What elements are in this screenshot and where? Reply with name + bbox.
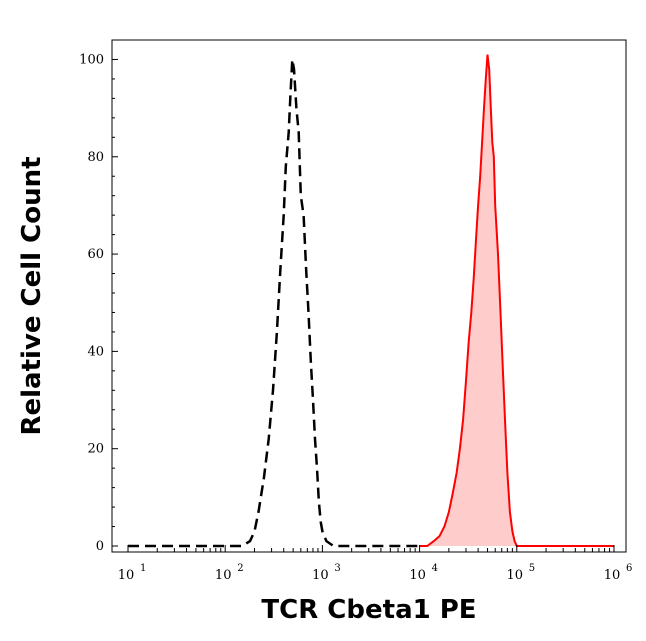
series-group bbox=[128, 54, 614, 548]
x-axis-label: TCR Cbeta1 PE bbox=[261, 595, 476, 625]
x-tick-label: 10 bbox=[507, 568, 524, 583]
y-tick-label: 60 bbox=[87, 247, 104, 262]
y-tick-label: 20 bbox=[87, 442, 104, 457]
x-tick-exponent: 1 bbox=[140, 563, 146, 574]
x-tick-exponent: 3 bbox=[334, 563, 340, 574]
y-axis: 0 20 40 60 80 100 bbox=[79, 52, 118, 554]
x-tick-label: 10 bbox=[312, 568, 329, 583]
series-1-line bbox=[419, 54, 614, 547]
y-axis-label: Relative Cell Count bbox=[17, 156, 47, 435]
x-tick-label: 10 bbox=[215, 568, 232, 583]
x-tick-label: 10 bbox=[118, 568, 135, 583]
x-tick-exponent: 2 bbox=[237, 563, 243, 574]
x-tick-exponent: 4 bbox=[432, 563, 438, 574]
x-tick-exponent: 5 bbox=[529, 563, 535, 574]
y-tick-label: 40 bbox=[87, 344, 104, 359]
series-0-line bbox=[128, 59, 420, 548]
plot-frame bbox=[111, 39, 627, 553]
y-tick-label: 100 bbox=[79, 52, 104, 67]
x-tick-exponent: 6 bbox=[626, 563, 632, 574]
series-1-fill bbox=[419, 54, 614, 546]
x-axis: 10 1 10 2 10 3 10 4 10 5 10 6 bbox=[118, 545, 632, 583]
y-tick-label: 80 bbox=[87, 150, 104, 165]
x-tick-label: 10 bbox=[409, 568, 426, 583]
x-tick-label: 10 bbox=[604, 568, 621, 583]
y-tick-label: 0 bbox=[96, 539, 104, 554]
